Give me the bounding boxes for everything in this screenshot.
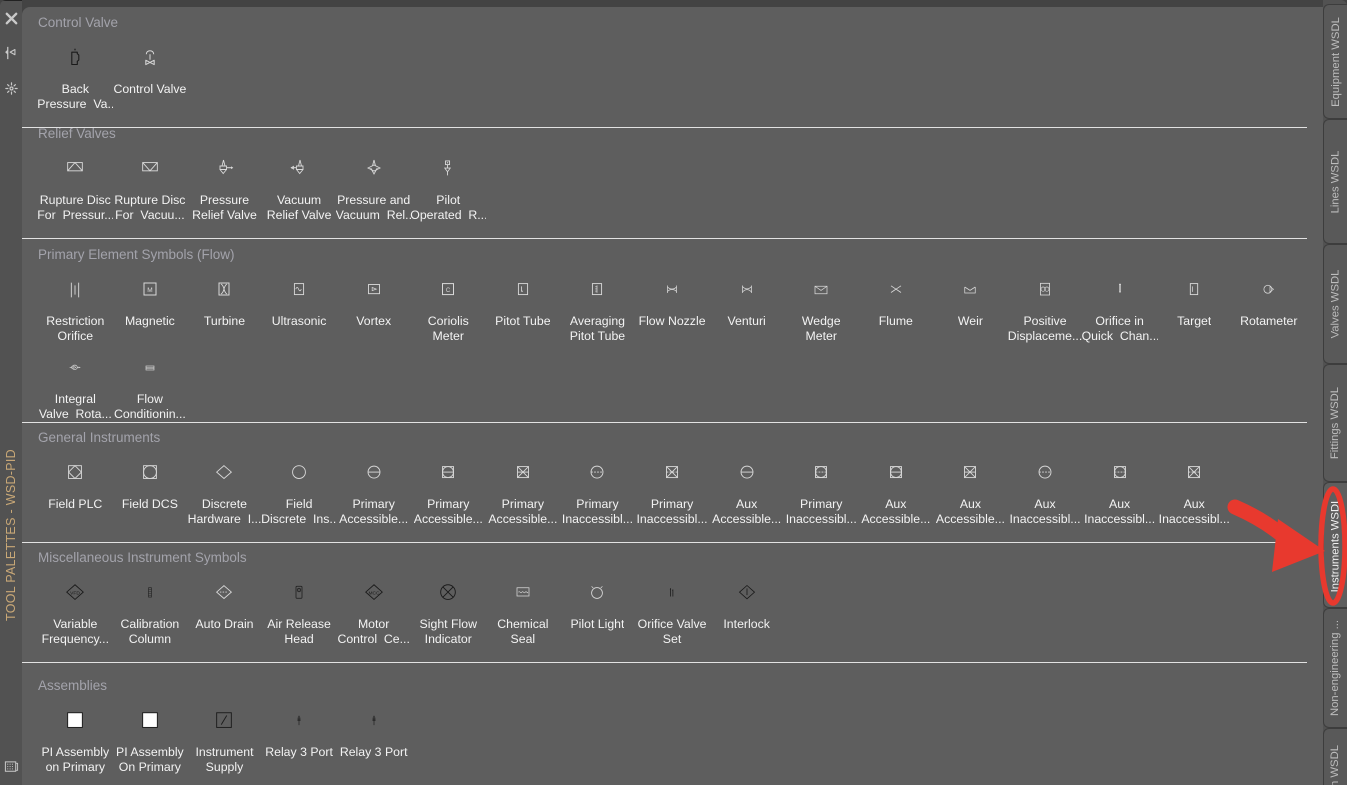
svg-text:VFD: VFD [70,590,80,596]
svg-text:M: M [147,287,152,294]
svg-text:C: C [446,288,451,294]
svg-text:MCC: MCC [368,590,380,596]
